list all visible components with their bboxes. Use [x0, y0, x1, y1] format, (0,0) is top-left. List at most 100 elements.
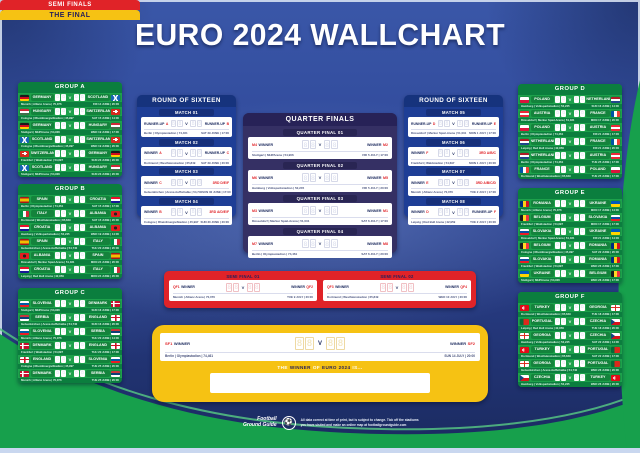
- score-box[interactable]: 8: [177, 208, 183, 216]
- score-box[interactable]: 8: [61, 300, 67, 307]
- score-box[interactable]: 8: [555, 360, 561, 367]
- score-box[interactable]: 8: [573, 152, 579, 159]
- score-box[interactable]: 8: [555, 152, 561, 159]
- score-box[interactable]: 8: [302, 172, 309, 183]
- score-box[interactable]: 8: [73, 300, 79, 307]
- score-box[interactable]: 8: [309, 205, 317, 216]
- score-box[interactable]: 8: [302, 205, 309, 216]
- score-box[interactable]: 8: [573, 200, 579, 207]
- score-box[interactable]: 8: [73, 210, 79, 217]
- score-box[interactable]: 8: [55, 196, 61, 203]
- score-box[interactable]: 8: [561, 152, 567, 159]
- score-box[interactable]: 8: [561, 124, 567, 131]
- score-box[interactable]: 8: [407, 282, 414, 292]
- score-box[interactable]: 8: [573, 96, 579, 103]
- score-box[interactable]: 8: [561, 256, 567, 263]
- score-box[interactable]: 8: [573, 346, 579, 353]
- score-box[interactable]: 8: [579, 374, 585, 381]
- score-box[interactable]: 8: [190, 208, 196, 216]
- score-box[interactable]: 8: [61, 224, 67, 231]
- score-box[interactable]: 8: [79, 108, 85, 115]
- score-box[interactable]: 8: [573, 256, 579, 263]
- score-box[interactable]: 8: [170, 119, 177, 128]
- score-box[interactable]: 8: [226, 282, 233, 292]
- score-box[interactable]: 8: [253, 282, 260, 292]
- score-box[interactable]: 8: [573, 228, 579, 235]
- score-box[interactable]: 8: [444, 119, 450, 128]
- score-box[interactable]: 8: [61, 136, 67, 143]
- score-box[interactable]: 8: [579, 318, 585, 325]
- score-box[interactable]: 8: [400, 282, 407, 292]
- score-box[interactable]: 8: [323, 238, 331, 249]
- score-box[interactable]: 8: [196, 149, 203, 157]
- score-box[interactable]: 8: [463, 208, 470, 216]
- score-box[interactable]: 8: [55, 94, 61, 101]
- score-box[interactable]: 8: [573, 138, 579, 145]
- score-box[interactable]: 8: [561, 96, 567, 103]
- score-box[interactable]: 8: [61, 196, 67, 203]
- winner-entry-box[interactable]: [210, 373, 430, 393]
- score-box[interactable]: 8: [457, 208, 463, 216]
- score-box[interactable]: 8: [555, 214, 561, 221]
- score-box[interactable]: 8: [170, 149, 177, 157]
- score-box[interactable]: 8: [79, 164, 85, 171]
- score-box[interactable]: 8: [61, 342, 67, 349]
- score-box[interactable]: 8: [555, 124, 561, 131]
- score-box[interactable]: 8: [561, 242, 567, 249]
- score-box[interactable]: 8: [309, 238, 317, 249]
- score-box[interactable]: 8: [61, 328, 67, 335]
- score-box[interactable]: 8: [555, 166, 561, 173]
- score-box[interactable]: 8: [579, 138, 585, 145]
- score-box[interactable]: 8: [55, 314, 61, 321]
- score-box[interactable]: 8: [79, 328, 85, 335]
- score-box[interactable]: 8: [73, 314, 79, 321]
- score-box[interactable]: 8: [302, 238, 309, 249]
- score-box[interactable]: 8: [61, 210, 67, 217]
- score-box[interactable]: 8: [457, 178, 463, 187]
- score-box[interactable]: 8: [573, 110, 579, 117]
- score-box[interactable]: 8: [555, 304, 561, 311]
- score-box[interactable]: 8: [463, 178, 470, 187]
- score-box[interactable]: 8: [579, 332, 585, 339]
- score-box[interactable]: 8: [55, 342, 61, 349]
- score-box[interactable]: 8: [573, 214, 579, 221]
- score-box[interactable]: 8: [561, 166, 567, 173]
- score-box[interactable]: 8: [555, 346, 561, 353]
- score-box[interactable]: 8: [444, 149, 450, 157]
- score-box[interactable]: 8: [579, 346, 585, 353]
- score-box[interactable]: 8: [437, 178, 444, 187]
- score-box[interactable]: 8: [196, 208, 203, 216]
- score-box[interactable]: 8: [55, 266, 61, 273]
- score-box[interactable]: 8: [331, 172, 338, 183]
- score-box[interactable]: 8: [323, 205, 331, 216]
- score-box[interactable]: 8: [61, 122, 67, 129]
- score-box[interactable]: 8: [573, 304, 579, 311]
- score-box[interactable]: 8: [61, 252, 67, 259]
- score-box[interactable]: 8: [561, 138, 567, 145]
- score-box[interactable]: 8: [55, 370, 61, 377]
- score-box[interactable]: 8: [561, 214, 567, 221]
- score-box[interactable]: 8: [73, 238, 79, 245]
- score-box[interactable]: 8: [73, 224, 79, 231]
- score-box[interactable]: 8: [323, 172, 331, 183]
- score-box[interactable]: 8: [573, 332, 579, 339]
- score-box[interactable]: 8: [246, 282, 253, 292]
- score-box[interactable]: 8: [177, 119, 183, 128]
- score-box[interactable]: 8: [555, 228, 561, 235]
- score-box[interactable]: 8: [555, 318, 561, 325]
- score-box[interactable]: 8: [73, 136, 79, 143]
- score-box[interactable]: 8: [326, 337, 336, 350]
- score-box[interactable]: 8: [387, 282, 394, 292]
- score-box[interactable]: 8: [309, 139, 317, 150]
- score-box[interactable]: 8: [55, 122, 61, 129]
- score-box[interactable]: 8: [61, 356, 67, 363]
- score-box[interactable]: 8: [73, 150, 79, 157]
- score-box[interactable]: 8: [55, 300, 61, 307]
- score-box[interactable]: 8: [79, 210, 85, 217]
- score-box[interactable]: 8: [555, 96, 561, 103]
- score-box[interactable]: 8: [55, 150, 61, 157]
- score-box[interactable]: 8: [79, 196, 85, 203]
- score-box[interactable]: 8: [336, 337, 346, 350]
- score-box[interactable]: 8: [73, 252, 79, 259]
- score-box[interactable]: 8: [170, 208, 177, 216]
